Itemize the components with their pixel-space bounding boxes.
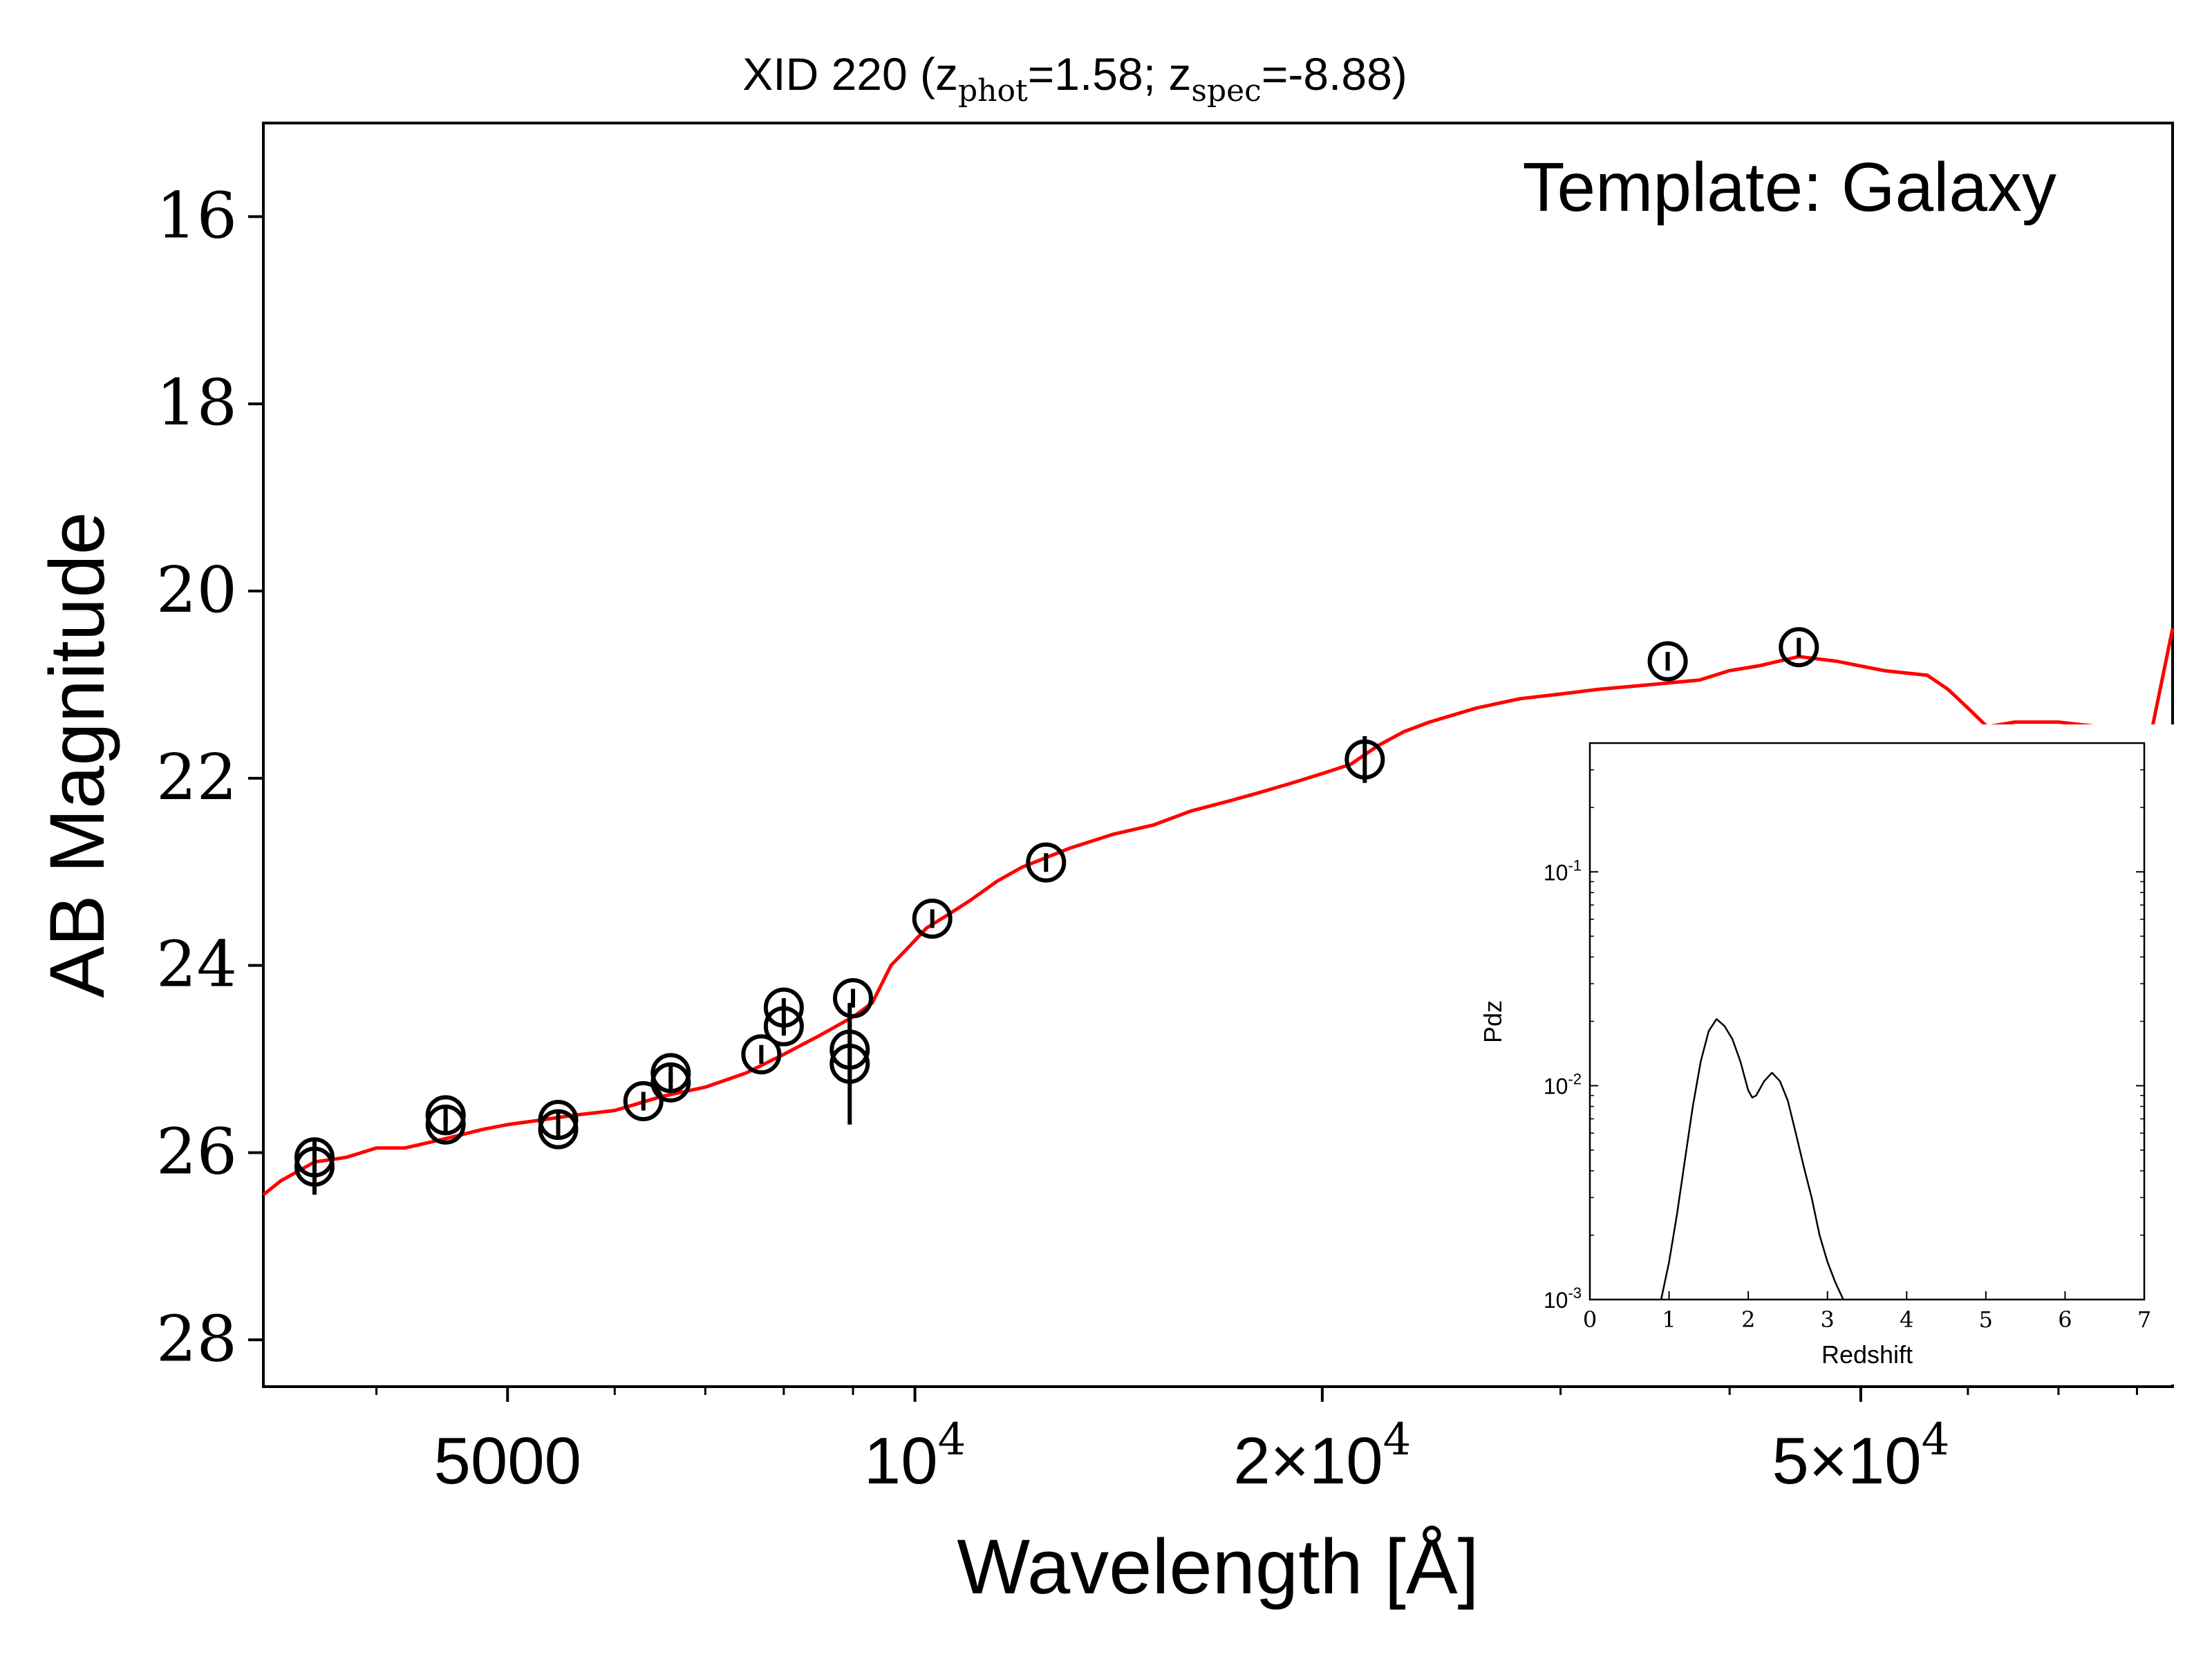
y-axis-main: 16 18 20 22 24 26 28 bbox=[156, 178, 263, 1376]
inset-y-axis: 10-1 10-2 10-3 bbox=[1544, 769, 2144, 1313]
title-mid: =1.58; z bbox=[1028, 48, 1192, 100]
title-sub-phot: phot bbox=[958, 73, 1028, 109]
inset-x-tick-label-6: 6 bbox=[2058, 1306, 2072, 1333]
x-tick-label-2: 2×104 bbox=[1233, 1414, 1411, 1498]
inset-x-tick-label-0: 0 bbox=[1583, 1306, 1597, 1333]
data-point-3 bbox=[425, 1104, 466, 1145]
y-tick-label-20: 20 bbox=[156, 553, 237, 627]
inset-x-label: Redshift bbox=[1821, 1340, 1913, 1369]
chart-title: XID 220 (zphot=1.58; zspec=-8.88) bbox=[742, 48, 1407, 109]
pdz-curve bbox=[1660, 1018, 1844, 1300]
data-point-16 bbox=[1026, 842, 1067, 883]
inset-x-tick-label-5: 5 bbox=[1979, 1306, 1993, 1333]
inset-x-tick-label-7: 7 bbox=[2137, 1306, 2151, 1333]
inset-y-tick-label-2: 10-3 bbox=[1544, 1284, 1582, 1313]
y-tick-label-24: 24 bbox=[156, 928, 237, 1002]
x-axis-label: Wavelength [Å] bbox=[957, 1524, 1479, 1610]
data-point-14 bbox=[830, 1043, 870, 1084]
y-tick-label-22: 22 bbox=[156, 740, 237, 814]
title-prefix: XID 220 (z bbox=[742, 48, 958, 100]
y-tick-label-28: 28 bbox=[156, 1302, 237, 1376]
data-point-8 bbox=[650, 1062, 691, 1103]
data-point-17 bbox=[1344, 739, 1385, 780]
inset-x-tick-label-4: 4 bbox=[1900, 1306, 1913, 1333]
x-tick-label-1: 104 bbox=[864, 1414, 966, 1498]
template-annotation: Template: Galaxy bbox=[1522, 149, 2056, 226]
inset-y-label: Pdz bbox=[1479, 1000, 1507, 1043]
data-point-15 bbox=[912, 898, 953, 939]
x-axis-main: 5000 104 2×104 5×104 bbox=[375, 1387, 2138, 1498]
inset-background bbox=[1469, 724, 2181, 1385]
y-axis-label: AB Magnitude bbox=[34, 512, 120, 998]
inset-x-tick-label-3: 3 bbox=[1821, 1306, 1835, 1333]
inset-y-tick-label-1: 10-2 bbox=[1544, 1071, 1582, 1099]
y-tick-label-26: 26 bbox=[156, 1114, 237, 1188]
inset-x-axis: 0 1 2 3 4 5 6 7 bbox=[1583, 1291, 2151, 1333]
y-tick-label-18: 18 bbox=[156, 366, 237, 440]
data-point-5 bbox=[538, 1109, 579, 1150]
photometry-points bbox=[294, 627, 1819, 1195]
inset-x-tick-label-1: 1 bbox=[1662, 1306, 1676, 1333]
title-sub-spec: spec bbox=[1191, 73, 1261, 109]
inset-y-tick-label-0: 10-1 bbox=[1544, 856, 1582, 885]
data-point-12 bbox=[832, 978, 873, 1019]
data-point-1 bbox=[294, 1146, 335, 1187]
y-tick-label-16: 16 bbox=[156, 178, 237, 252]
data-point-9 bbox=[741, 1034, 782, 1075]
data-point-18 bbox=[1647, 641, 1688, 682]
data-point-11 bbox=[763, 1006, 804, 1047]
model-sed-line bbox=[262, 628, 2175, 1197]
title-suffix: =-8.88) bbox=[1262, 48, 1407, 100]
data-point-6 bbox=[623, 1081, 664, 1122]
data-point-19 bbox=[1779, 627, 1819, 668]
pdz-inset: 0 1 2 3 4 5 6 7 10-1 10-2 10-3 Redshift Pdz bbox=[1469, 724, 2181, 1385]
x-tick-label-3: 5×104 bbox=[1772, 1414, 1949, 1498]
inset-x-tick-label-2: 2 bbox=[1741, 1306, 1755, 1333]
x-tick-label-0: 5000 bbox=[433, 1424, 581, 1498]
